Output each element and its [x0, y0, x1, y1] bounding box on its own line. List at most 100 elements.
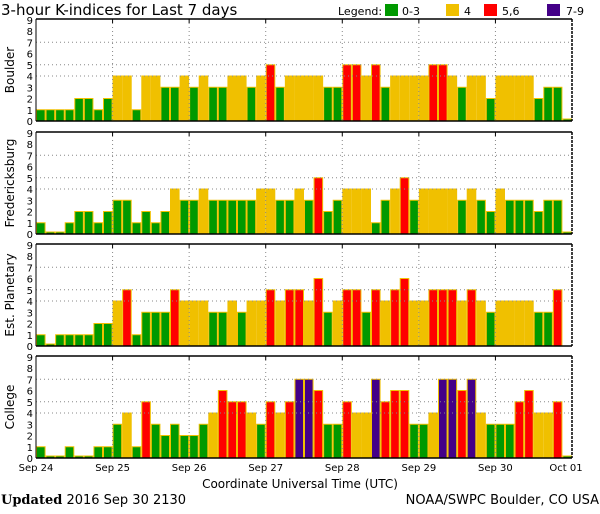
y-tick-label: 1 — [27, 331, 33, 342]
x-tick-label: Sep 25 — [95, 463, 130, 474]
y-tick-label: 5 — [27, 174, 33, 185]
k-index-bar — [64, 334, 75, 347]
k-index-bar — [313, 390, 324, 459]
k-index-bar — [122, 412, 132, 459]
k-index-bar — [217, 311, 228, 347]
legend-entry-0-3: 0-3 — [402, 5, 420, 18]
k-index-bar — [284, 75, 295, 122]
k-index-bar — [103, 98, 113, 122]
y-tick-label: 7 — [27, 151, 33, 162]
k-index-bar — [141, 311, 151, 347]
k-index-bar — [505, 423, 515, 459]
k-index-bar — [256, 75, 266, 122]
k-index-bar — [246, 86, 257, 122]
k-index-bar — [351, 412, 362, 459]
k-index-bar — [217, 199, 228, 235]
k-index-bar — [227, 75, 238, 122]
k-index-bar — [103, 446, 113, 459]
k-index-bar — [93, 323, 104, 347]
k-index-bar — [227, 401, 238, 459]
y-tick-label: 2 — [27, 208, 33, 219]
k-index-bar — [323, 211, 333, 235]
legend-swatch-7-9 — [547, 4, 560, 16]
x-tick-label: Sep 30 — [478, 463, 513, 474]
k-index-bar — [495, 75, 505, 122]
y-tick-label: 3 — [27, 420, 33, 431]
k-index-bar — [45, 109, 56, 122]
y-tick-label: 8 — [27, 252, 33, 263]
k-index-bar — [36, 109, 46, 122]
k-index-bar — [36, 446, 46, 459]
k-index-bar — [485, 98, 496, 122]
y-tick-label: 0 — [27, 454, 33, 465]
k-index-bar — [447, 289, 458, 347]
legend-entry-5-6: 5,6 — [502, 5, 520, 18]
y-tick-label: 4 — [27, 72, 33, 83]
k-index-bar — [150, 311, 161, 347]
y-tick-label: 6 — [27, 387, 33, 398]
k-index-bar — [505, 300, 515, 347]
k-index-bar — [332, 199, 343, 235]
k-index-bar — [466, 378, 477, 459]
k-index-bar — [217, 86, 228, 122]
x-tick-label: Sep 26 — [172, 463, 207, 474]
k-index-bar — [179, 75, 190, 122]
k-index-bar — [485, 423, 496, 459]
k-index-bar — [93, 109, 104, 122]
k-index-bar — [131, 222, 142, 235]
k-index-bar — [457, 199, 467, 235]
k-index-bar — [275, 412, 285, 459]
k-index-bar — [304, 75, 314, 122]
k-index-bar — [284, 401, 295, 459]
k-index-bar — [294, 188, 304, 235]
k-index-bar — [294, 75, 304, 122]
k-index-bar — [246, 412, 257, 459]
k-index-bar — [93, 222, 104, 235]
y-tick-label: 0 — [27, 342, 33, 353]
k-index-bar — [74, 98, 84, 122]
k-index-bar — [284, 199, 295, 235]
k-index-bar — [198, 188, 209, 235]
k-index-bar — [112, 300, 123, 347]
y-tick-label: 0 — [27, 117, 33, 128]
k-index-bar — [399, 278, 410, 347]
k-index-bar — [275, 199, 285, 235]
k-index-bar — [428, 64, 438, 122]
y-tick-label: 9 — [27, 353, 33, 364]
k-index-bar — [361, 188, 371, 235]
y-tick-label: 9 — [27, 241, 33, 252]
k-index-bar — [409, 199, 419, 235]
k-index-bar — [179, 199, 190, 235]
k-index-bar — [466, 75, 477, 122]
y-tick-label: 7 — [27, 38, 33, 49]
k-index-bar — [428, 188, 438, 235]
k-index-bar — [189, 199, 199, 235]
k-index-bar — [438, 289, 448, 347]
k-index-bar — [160, 435, 171, 459]
k-index-bar — [390, 75, 400, 122]
k-index-bar — [112, 199, 123, 235]
k-index-bar — [265, 401, 276, 459]
k-index-bar — [265, 188, 276, 235]
k-index-bar — [438, 378, 448, 459]
k-index-bar — [476, 199, 486, 235]
k-index-bar — [189, 300, 199, 347]
k-index-bar — [237, 311, 247, 347]
y-tick-label: 5 — [27, 398, 33, 409]
k-index-bar — [103, 211, 113, 235]
k-index-bar — [543, 199, 553, 235]
k-index-bar — [256, 188, 266, 235]
y-tick-label: 2 — [27, 432, 33, 443]
k-index-bar — [36, 334, 46, 347]
k-index-bar — [543, 86, 553, 122]
k-index-bar — [505, 75, 515, 122]
k-index-bar — [103, 323, 113, 347]
k-index-bar — [524, 199, 534, 235]
k-index-bar — [409, 300, 419, 347]
k-index-bar — [150, 222, 161, 235]
k-index-bar — [179, 300, 190, 347]
k-index-bar — [485, 211, 496, 235]
source-credit: NOAA/SWPC Boulder, CO USA — [406, 493, 599, 508]
k-index-bar — [170, 423, 180, 459]
k-index-bar — [380, 199, 391, 235]
